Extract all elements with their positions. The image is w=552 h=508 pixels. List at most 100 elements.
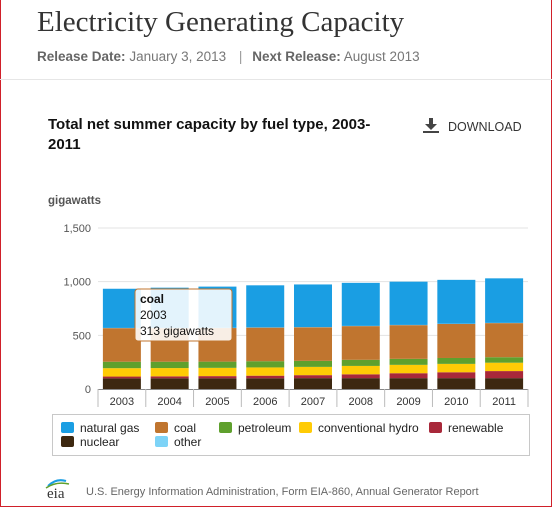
bar-segment-renewable: [389, 373, 428, 379]
bar-segment-nuclear: [198, 378, 237, 389]
release-separator: |: [238, 49, 243, 64]
legend-swatch: [155, 436, 168, 447]
bar-segment-natural-gas: [246, 285, 285, 328]
bar-segment-nuclear: [437, 378, 476, 389]
x-tick-label: 2006: [253, 396, 277, 408]
legend-label: nuclear: [80, 435, 120, 449]
legend-label: conventional hydro: [318, 421, 419, 435]
y-tick-label: 500: [73, 330, 91, 342]
release-info: Release Date: January 3, 2013 | Next Rel…: [37, 49, 420, 64]
bar-segment-petroleum: [102, 361, 141, 369]
footer: eia U.S. Energy Information Administrati…: [44, 478, 479, 505]
x-tick-label: 2003: [110, 396, 134, 408]
x-tick-label: 2009: [396, 396, 420, 408]
bar-segment-petroleum: [437, 357, 476, 364]
bar-segment-conventional-hydro: [341, 365, 380, 375]
y-tick-labels: 0 500 1,000 1,500: [63, 223, 91, 396]
bar-segment-natural-gas: [341, 282, 380, 326]
x-tick-label: 2007: [301, 396, 325, 408]
bar-segment-petroleum: [485, 357, 524, 363]
x-axis: 2003 2004 2005 2006 2007 2008 2009 2010 2011: [97, 389, 529, 408]
legend-swatch: [61, 436, 74, 447]
legend-label: other: [174, 435, 202, 449]
download-label: DOWNLOAD: [448, 120, 522, 134]
next-release-date: August 2013: [343, 49, 420, 64]
bar-segment-renewable: [437, 372, 476, 379]
bar-segment-conventional-hydro: [389, 364, 428, 374]
bar-segment-nuclear: [389, 378, 428, 389]
bar-segment-petroleum: [341, 359, 380, 366]
legend-label: coal: [174, 421, 197, 435]
legend: natural gas coal petroleum conventional hyd…: [52, 414, 530, 456]
tooltip-year: 2003: [140, 308, 167, 322]
legend-label: natural gas: [80, 421, 140, 435]
y-tick-label: 0: [85, 384, 91, 396]
bar-segment-natural-gas: [389, 281, 428, 325]
legend-swatch: [155, 422, 168, 433]
y-tick-label: 1,500: [63, 223, 91, 235]
legend-label: renewable: [448, 421, 504, 435]
legend-item-petroleum[interactable]: petroleum: [219, 421, 291, 435]
bar-segment-coal: [341, 326, 380, 360]
bar-segment-natural-gas: [437, 279, 476, 324]
bar-segment-nuclear: [246, 378, 285, 389]
tooltip: coal 2003 313 gigawatts: [134, 288, 233, 342]
logo-text: eia: [47, 486, 65, 500]
tooltip-series: coal: [140, 292, 164, 306]
source-note: U.S. Energy Information Administration, …: [86, 485, 479, 498]
bar-segment-renewable: [102, 376, 141, 379]
tooltip-box: [134, 288, 233, 342]
legend-swatch: [61, 422, 74, 433]
bar-segment-petroleum: [389, 358, 428, 365]
bar-segment-coal: [485, 323, 524, 358]
page-title: Electricity Generating Capacity: [37, 6, 405, 38]
bar-segment-conventional-hydro: [485, 362, 524, 372]
bar-segment-petroleum: [246, 361, 285, 368]
x-tick-label: 2008: [349, 396, 373, 408]
bar-segment-renewable: [294, 375, 332, 379]
bar-segment-petroleum: [198, 361, 237, 368]
bar-segment-nuclear: [150, 378, 189, 389]
bar-segment-renewable: [485, 371, 524, 379]
bar-segment-conventional-hydro: [102, 368, 141, 377]
bar-segment-conventional-hydro: [150, 368, 189, 377]
bar-segment-nuclear: [294, 378, 332, 389]
bar-segment-coal: [246, 327, 285, 362]
bar-segment-nuclear: [102, 378, 141, 389]
download-icon: [423, 118, 439, 136]
download-button[interactable]: DOWNLOAD: [423, 118, 522, 136]
y-tick-label: 1,000: [63, 277, 91, 289]
bar-segment-nuclear: [341, 378, 380, 389]
bar-segment-petroleum: [294, 360, 332, 367]
eia-logo: eia: [44, 478, 78, 505]
bar-segment-natural-gas: [294, 284, 332, 328]
release-date-label: Release Date:: [37, 49, 126, 64]
bar-segment-conventional-hydro: [246, 367, 285, 376]
chart-title: Total net summer capacity by fuel type, …: [48, 116, 371, 153]
x-tick-label: 2010: [444, 396, 468, 408]
bar-segment-natural-gas: [485, 278, 524, 323]
bar-segment-renewable: [246, 375, 285, 379]
legend-item-conventional-hydro[interactable]: conventional hydro: [299, 421, 419, 435]
x-tick-label: 2005: [205, 396, 229, 408]
legend-item-natural-gas[interactable]: natural gas: [61, 421, 139, 435]
bar-segment-renewable: [150, 376, 189, 379]
legend-item-renewable[interactable]: renewable: [429, 421, 503, 435]
release-date: January 3, 2013: [129, 49, 227, 64]
legend-item-nuclear[interactable]: nuclear: [61, 435, 119, 449]
bar-segment-renewable: [341, 374, 380, 379]
bar-segment-renewable: [198, 376, 237, 379]
legend-swatch: [429, 422, 442, 433]
bar-segment-nuclear: [485, 378, 524, 389]
legend-item-other[interactable]: other: [155, 435, 201, 449]
next-release-label: Next Release:: [252, 49, 341, 64]
tooltip-value: 313 gigawatts: [140, 324, 214, 338]
x-tick-label: 2011: [492, 396, 516, 408]
bar-segment-coal: [389, 325, 428, 359]
bar-segment-conventional-hydro: [294, 366, 332, 376]
legend-item-coal[interactable]: coal: [155, 421, 196, 435]
legend-label: petroleum: [238, 421, 292, 435]
bar-segment-conventional-hydro: [198, 367, 237, 377]
legend-swatch: [219, 422, 232, 433]
